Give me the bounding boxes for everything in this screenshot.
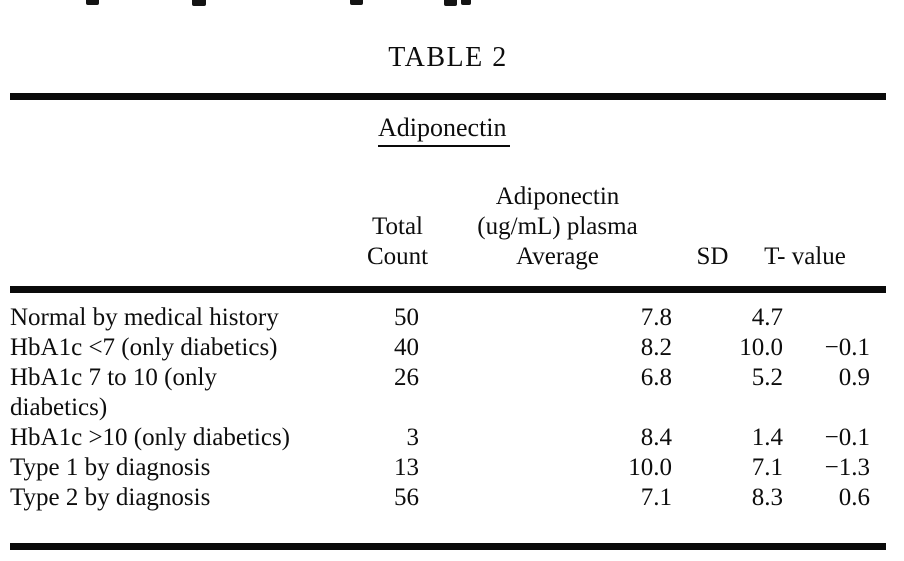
table-row: HbA1c >10 (only diabetics) 3 8.4 1.4 −0.…	[10, 423, 886, 453]
table-row: HbA1c 7 to 10 (only diabetics) 26 6.8 5.…	[10, 363, 886, 423]
cell-total-count: 50	[394, 304, 419, 331]
column-header-sd: SD	[675, 182, 750, 272]
cropped-text-fragment	[461, 0, 471, 5]
cell-average: 6.8	[640, 364, 672, 391]
column-header-spacer	[10, 182, 355, 272]
column-header-t-value: T- value	[750, 182, 886, 272]
cell-sd: 4.7	[751, 304, 783, 331]
column-header-average: Adiponectin (ug/mL) plasma Average	[440, 182, 675, 272]
cell-total-count: 13	[394, 454, 419, 481]
table-rule-top	[10, 93, 886, 100]
table-title: TABLE 2	[388, 42, 508, 73]
table-rule-bottom	[10, 543, 886, 550]
table-row: Normal by medical history 50 7.8 4.7	[10, 303, 886, 333]
section-heading: Adiponectin	[378, 113, 510, 147]
cell-sd: 5.2	[751, 364, 783, 391]
cell-total-count: 40	[394, 334, 419, 361]
cell-sd: 10.0	[739, 334, 783, 361]
column-header-total-count: Total Count	[355, 182, 440, 272]
cell-t-value: −0.1	[824, 424, 870, 451]
table-body: Normal by medical history 50 7.8 4.7 HbA…	[10, 303, 886, 513]
cropped-text-fragment	[444, 0, 457, 6]
cell-t-value	[785, 303, 886, 333]
cell-average: 7.1	[640, 484, 672, 511]
cell-average: 8.4	[640, 424, 672, 451]
cropped-text-fragment	[86, 0, 99, 5]
table-row: Type 2 by diagnosis 56 7.1 8.3 0.6	[10, 483, 886, 513]
cell-sd: 1.4	[751, 424, 783, 451]
cell-t-value: −1.3	[824, 454, 870, 481]
cell-average: 7.8	[640, 304, 672, 331]
table-row: HbA1c <7 (only diabetics) 40 8.2 10.0 −0…	[10, 333, 886, 363]
cell-total-count: 3	[406, 424, 420, 451]
column-header-line: SD	[696, 243, 729, 270]
cropped-text-fragment	[192, 0, 206, 6]
row-label: Normal by medical history	[10, 304, 279, 331]
cell-t-value: 0.9	[838, 364, 870, 391]
cell-average: 10.0	[628, 454, 672, 481]
column-header-line: Adiponectin	[495, 183, 620, 210]
column-header-line: (ug/mL) plasma	[477, 213, 638, 240]
cell-total-count: 56	[394, 484, 419, 511]
column-header-line: T- value	[764, 243, 846, 270]
row-label: HbA1c 7 to 10 (only diabetics)	[10, 364, 217, 421]
cell-total-count: 26	[394, 364, 419, 391]
cell-average: 8.2	[640, 334, 672, 361]
row-label: HbA1c >10 (only diabetics)	[10, 424, 291, 451]
row-label: HbA1c <7 (only diabetics)	[10, 334, 278, 361]
cell-sd: 7.1	[751, 454, 783, 481]
row-label: Type 1 by diagnosis	[10, 454, 211, 481]
table-rule-middle	[10, 286, 886, 293]
table-row: Type 1 by diagnosis 13 10.0 7.1 −1.3	[10, 453, 886, 483]
cell-t-value: −0.1	[824, 334, 870, 361]
cell-sd: 8.3	[751, 484, 783, 511]
row-label: Type 2 by diagnosis	[10, 484, 211, 511]
column-header-line: Average	[516, 243, 599, 270]
cropped-text-fragment	[350, 0, 363, 5]
column-header-line: Count	[366, 243, 429, 270]
column-header-row: Total Count Adiponectin (ug/mL) plasma A…	[10, 182, 886, 272]
cell-t-value: 0.6	[838, 484, 870, 511]
column-header-line: Total	[371, 213, 423, 240]
